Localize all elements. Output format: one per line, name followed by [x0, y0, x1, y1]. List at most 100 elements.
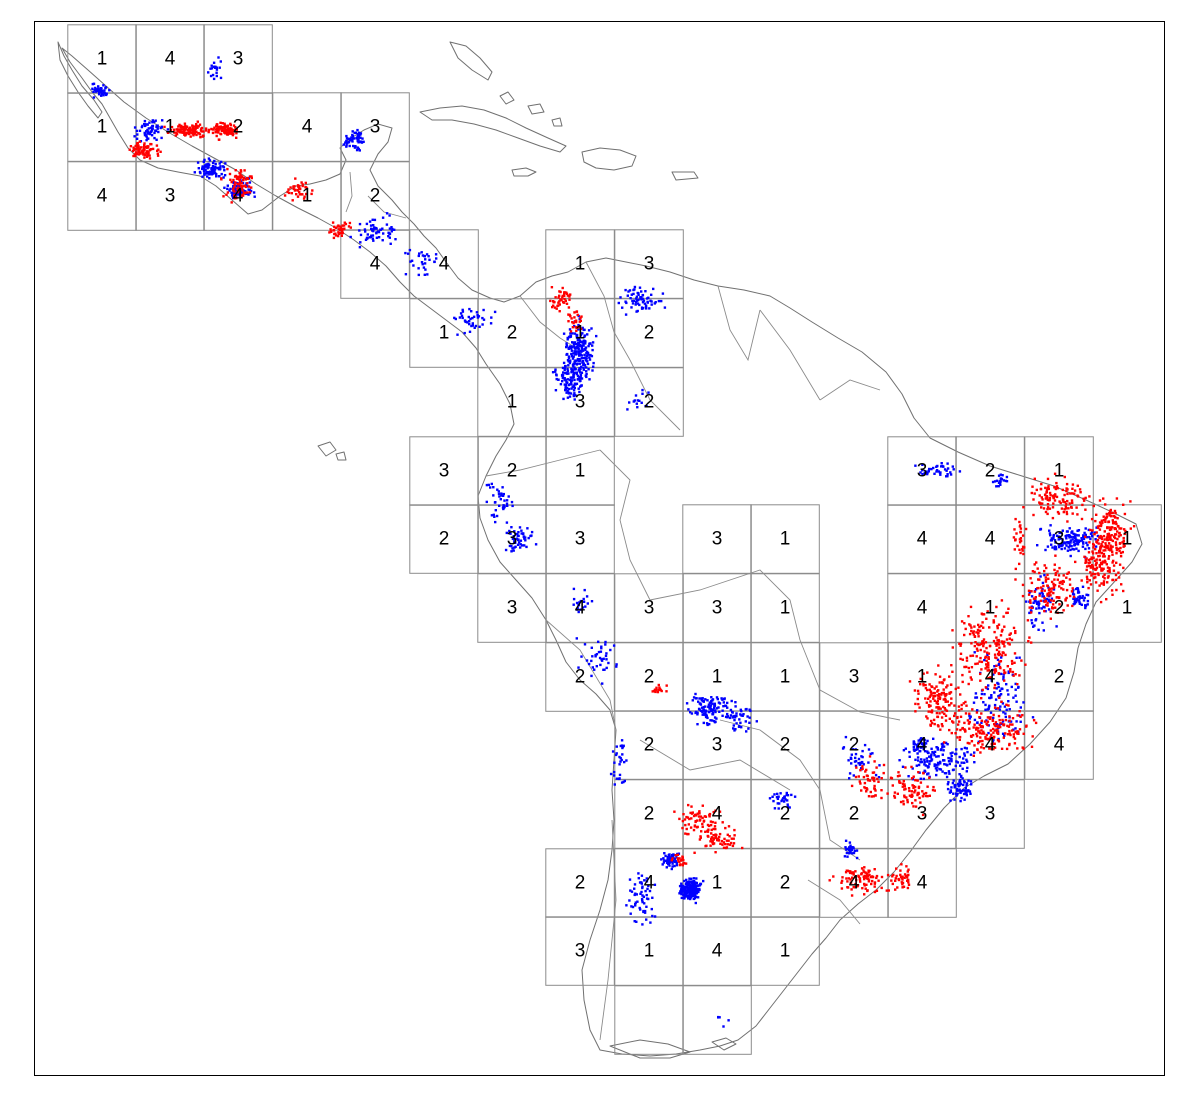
occurrence-point	[670, 867, 673, 871]
occurrence-point	[1090, 532, 1093, 535]
occurrence-point	[629, 889, 632, 892]
occurrence-point	[1054, 573, 1057, 577]
occurrence-point	[556, 304, 559, 308]
occurrence-point	[950, 697, 953, 700]
occurrence-point	[587, 344, 590, 348]
occurrence-point	[191, 129, 195, 132]
occurrence-point	[563, 367, 566, 370]
occurrence-point	[1062, 574, 1065, 577]
occurrence-point	[575, 601, 579, 605]
occurrence-point	[873, 760, 876, 763]
occurrence-point	[1054, 487, 1058, 491]
occurrence-point	[1102, 580, 1106, 583]
occurrence-point	[133, 135, 136, 138]
occurrence-point	[1046, 573, 1049, 577]
occurrence-point	[928, 762, 931, 766]
occurrence-point	[962, 789, 965, 792]
occurrence-point	[194, 125, 197, 129]
occurrence-point	[710, 696, 713, 699]
occurrence-point	[664, 854, 667, 858]
occurrence-point	[937, 707, 940, 710]
occurrence-point	[211, 167, 215, 171]
occurrence-point	[358, 222, 362, 226]
occurrence-point	[1070, 545, 1073, 548]
occurrence-point	[1056, 570, 1059, 573]
occurrence-point	[1111, 511, 1114, 515]
occurrence-point	[482, 308, 485, 312]
occurrence-point	[1046, 604, 1049, 607]
occurrence-point	[983, 658, 986, 662]
occurrence-point	[1008, 719, 1011, 722]
occurrence-point	[980, 697, 983, 700]
occurrence-point	[696, 896, 700, 899]
occurrence-point	[585, 375, 588, 379]
occurrence-point	[1053, 494, 1057, 498]
occurrence-point	[1047, 485, 1050, 488]
occurrence-point	[696, 713, 699, 716]
occurrence-point	[585, 366, 588, 369]
occurrence-point	[498, 504, 501, 507]
occurrence-point	[633, 887, 636, 890]
occurrence-point	[568, 295, 571, 298]
occurrence-point	[998, 723, 1001, 726]
occurrence-point	[570, 352, 573, 356]
occurrence-point	[591, 369, 594, 372]
occurrence-point	[651, 914, 654, 918]
occurrence-point	[142, 150, 145, 154]
occurrence-point	[968, 623, 971, 626]
occurrence-point	[971, 734, 975, 737]
occurrence-point	[987, 731, 990, 735]
occurrence-point	[1107, 557, 1110, 560]
occurrence-point	[629, 912, 632, 915]
occurrence-point	[1106, 546, 1110, 550]
occurrence-point	[468, 307, 471, 311]
occurrence-point	[490, 482, 493, 486]
occurrence-point	[690, 885, 693, 888]
occurrence-point	[935, 685, 938, 688]
occurrence-point	[566, 359, 570, 362]
occurrence-point	[1114, 541, 1118, 544]
occurrence-point	[895, 867, 898, 870]
occurrence-point	[709, 840, 712, 843]
occurrence-point	[983, 650, 986, 653]
occurrence-point	[710, 837, 713, 841]
occurrence-point	[779, 792, 782, 795]
occurrence-point	[1087, 551, 1091, 554]
occurrence-point	[718, 810, 722, 813]
occurrence-point	[1071, 587, 1074, 590]
occurrence-point	[495, 514, 499, 518]
occurrence-point	[340, 226, 343, 229]
occurrence-point	[190, 128, 193, 131]
occurrence-point	[334, 234, 338, 237]
occurrence-point	[1100, 582, 1103, 585]
occurrence-point	[1096, 572, 1100, 575]
occurrence-point	[1019, 537, 1023, 540]
occurrence-point	[1084, 547, 1087, 551]
occurrence-point	[850, 784, 854, 788]
occurrence-point	[1108, 537, 1111, 540]
occurrence-point	[646, 887, 649, 891]
occurrence-point	[1017, 732, 1020, 735]
occurrence-point	[993, 691, 996, 694]
occurrence-point	[945, 475, 948, 478]
occurrence-point	[1108, 534, 1112, 538]
occurrence-point	[668, 856, 671, 859]
occurrence-point	[1044, 510, 1048, 514]
occurrence-point	[973, 635, 977, 638]
occurrence-point	[861, 767, 864, 770]
occurrence-point	[1089, 528, 1092, 532]
occurrence-point	[142, 147, 146, 150]
occurrence-point	[485, 483, 489, 487]
occurrence-point	[492, 494, 495, 497]
occurrence-point	[960, 789, 963, 793]
occurrence-point	[357, 134, 361, 137]
occurrence-point	[1058, 544, 1062, 547]
occurrence-point	[960, 796, 963, 800]
occurrence-point	[917, 742, 920, 745]
occurrence-point	[1051, 603, 1055, 606]
occurrence-point	[912, 748, 916, 751]
occurrence-point	[1014, 694, 1017, 697]
occurrence-point	[1037, 600, 1040, 603]
occurrence-point	[684, 832, 687, 835]
occurrence-point	[334, 232, 337, 235]
